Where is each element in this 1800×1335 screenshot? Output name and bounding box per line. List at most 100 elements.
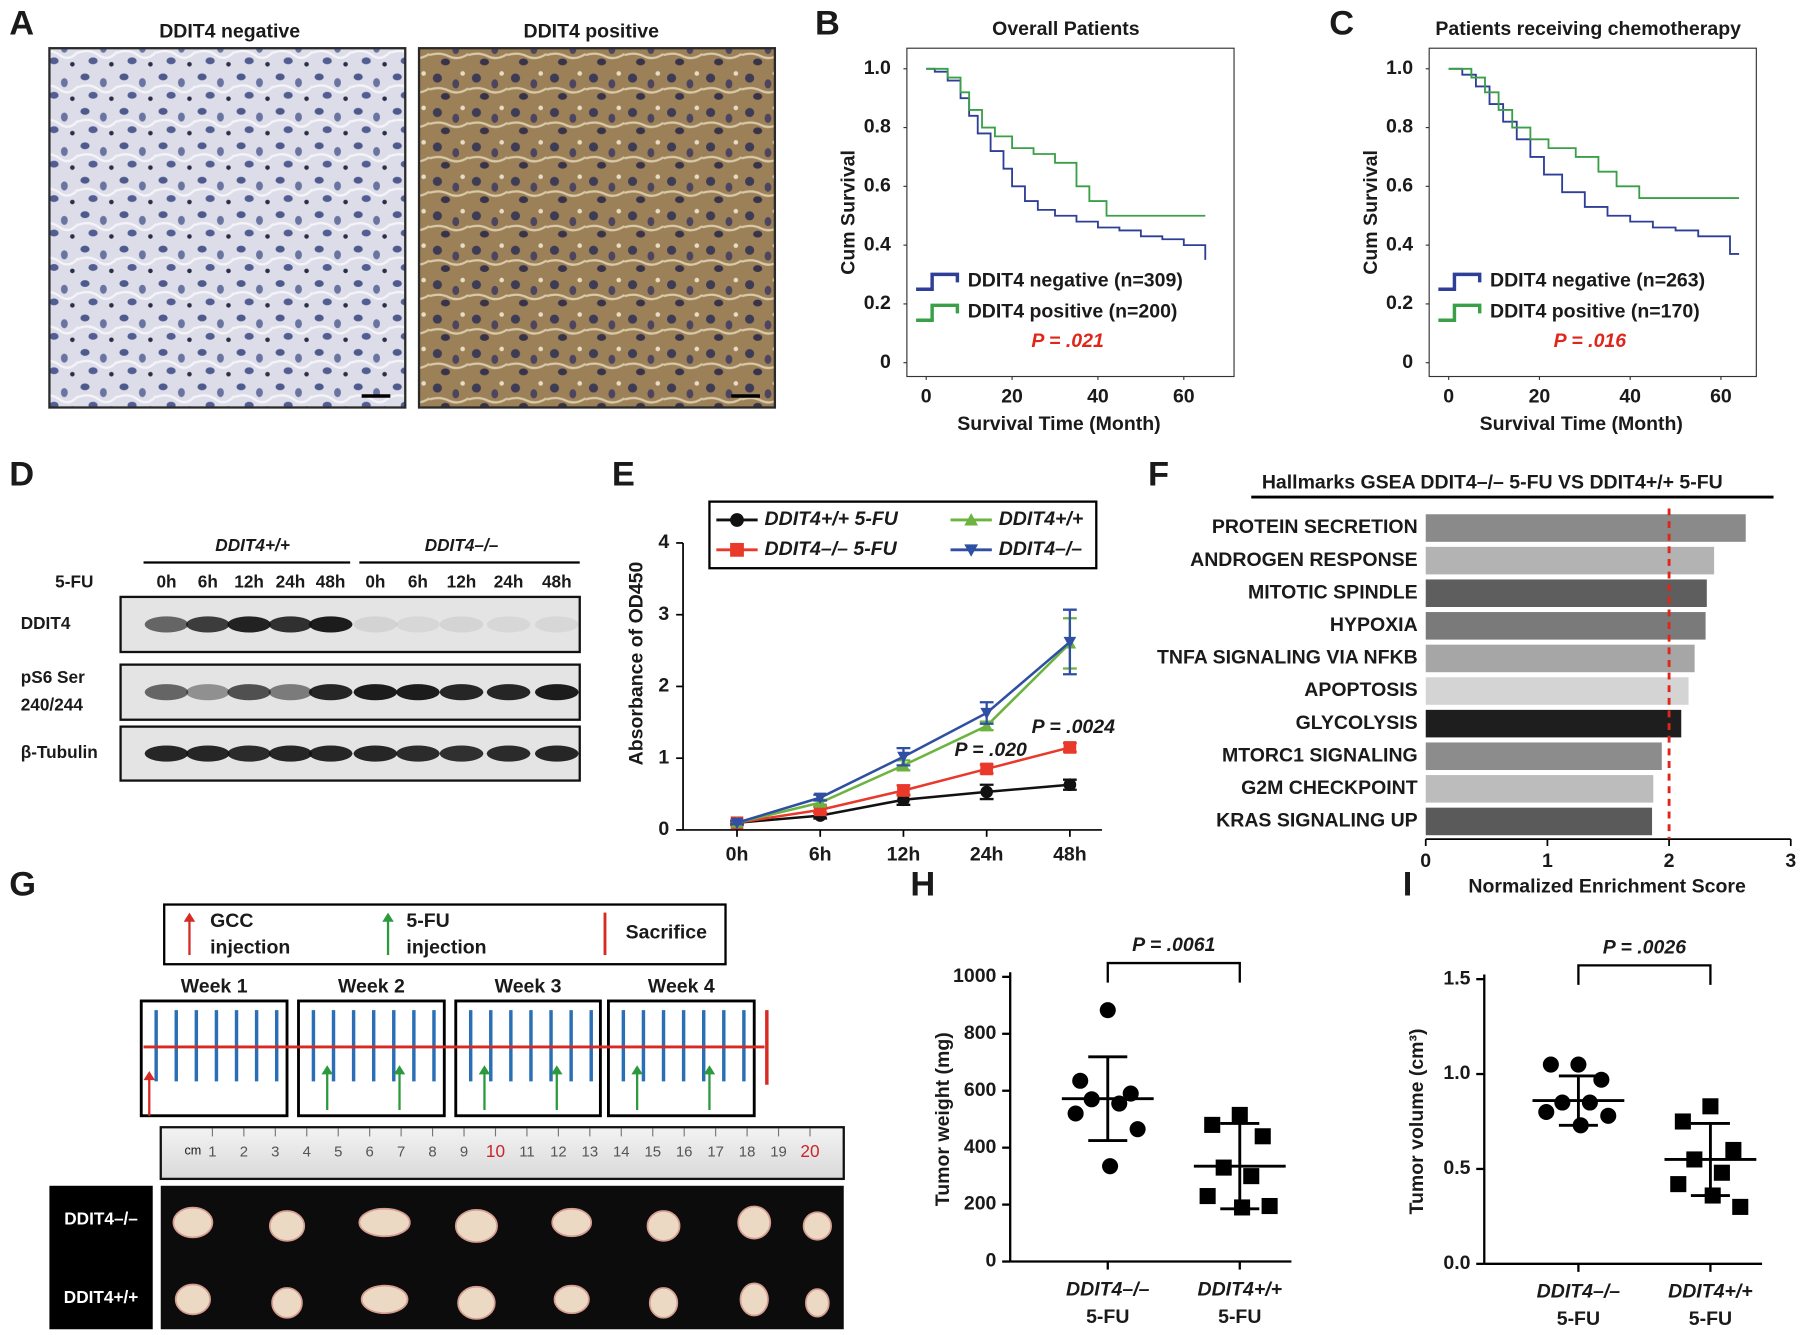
ruler-number: 14 — [613, 1143, 630, 1160]
week-label: Week 4 — [648, 975, 715, 997]
p-value: P = .016 — [1554, 330, 1627, 352]
legend-label: injection — [210, 936, 290, 958]
y-tick-label: 0.6 — [864, 175, 891, 197]
marker — [1254, 1128, 1271, 1145]
y-tick-label: 4 — [658, 531, 669, 553]
timepoint-label: 6h — [198, 572, 218, 592]
marker — [897, 751, 910, 764]
p-value: P = .0024 — [1032, 716, 1115, 738]
y-tick-label: 0.5 — [1443, 1157, 1470, 1179]
y-tick-label: 0.8 — [1386, 116, 1413, 138]
marker — [1581, 1094, 1598, 1111]
x-tick-label: 0 — [1420, 850, 1431, 872]
timepoint-label: 24h — [276, 572, 306, 592]
tumor — [457, 1285, 496, 1320]
ruler-number: 5 — [334, 1143, 342, 1160]
week-box — [139, 999, 289, 1118]
blot-band — [268, 745, 313, 762]
marker — [813, 792, 827, 804]
panel-label: E — [612, 455, 635, 493]
bar — [1425, 807, 1653, 836]
ruler-number: 20 — [800, 1141, 819, 1161]
bar — [1425, 709, 1682, 738]
tumor — [646, 1210, 681, 1242]
blot-band — [396, 684, 440, 701]
x-tick-label: 12h — [887, 843, 921, 865]
y-tick-label: 1000 — [953, 965, 997, 987]
ruler-number: 19 — [770, 1143, 787, 1160]
y-tick-label: 600 — [964, 1079, 997, 1101]
blot-band — [268, 616, 313, 633]
ihc-image — [48, 47, 407, 409]
tumor — [648, 1287, 679, 1319]
y-tick-label: 1.0 — [1386, 57, 1413, 79]
blot-band — [268, 684, 313, 701]
ruler-number: 10 — [486, 1141, 505, 1161]
y-tick-label: 0.2 — [864, 292, 891, 314]
marker — [1674, 1113, 1691, 1130]
x-tick-label: 40 — [1087, 385, 1109, 407]
marker — [1702, 1098, 1719, 1115]
ruler-number: 2 — [240, 1143, 248, 1160]
survival-curve — [926, 67, 1206, 217]
y-axis-label: Tumor volume (cm³) — [1406, 1028, 1428, 1214]
week-box — [454, 999, 602, 1118]
marker — [1204, 1116, 1221, 1133]
category-label: G2M CHECKPOINT — [1241, 777, 1418, 799]
legend-label: Sacrifice — [626, 921, 707, 943]
ruler — [159, 1126, 845, 1181]
tumor — [737, 1205, 772, 1240]
marker — [1600, 1107, 1617, 1124]
y-tick-label: 1 — [658, 746, 669, 768]
x-tick-label: 40 — [1619, 385, 1641, 407]
y-tick-label: 0.8 — [864, 116, 891, 138]
marker — [1199, 1188, 1216, 1205]
x-tick-label: 5-FU — [1218, 1306, 1261, 1328]
marker — [1243, 1168, 1260, 1185]
timepoint-label: 0h — [156, 572, 176, 592]
marker — [1063, 778, 1077, 792]
blot-band — [353, 684, 398, 701]
image-title: DDIT4 positive — [523, 20, 659, 42]
ruler-number: 4 — [303, 1143, 311, 1160]
tumor — [553, 1284, 590, 1315]
tumor — [358, 1207, 411, 1238]
marker — [980, 719, 993, 731]
plot-frame — [906, 47, 1235, 378]
week-box — [607, 999, 756, 1118]
gcc-arrow-head — [183, 912, 196, 922]
group-label: DDIT4–/– — [425, 535, 499, 555]
sd-bar — [1220, 1122, 1260, 1211]
y-tick-label: 0 — [880, 351, 891, 373]
week-label: Week 1 — [181, 975, 248, 997]
x-tick-label: 60 — [1173, 385, 1195, 407]
blot-band — [186, 745, 230, 762]
blot-band — [486, 616, 531, 633]
category-label: KRAS SIGNALING UP — [1216, 810, 1418, 832]
timepoint-label: 12h — [447, 572, 477, 592]
chart-title: Patients receiving chemotherapy — [1435, 18, 1741, 40]
legend-swatch — [916, 303, 960, 322]
blot-band — [396, 745, 440, 762]
blot-band — [227, 745, 271, 762]
y-axis-label: Absorbance of OD450 — [625, 561, 647, 765]
x-tick-label: DDIT4+/+ — [1668, 1281, 1753, 1303]
survival-curve — [1448, 67, 1740, 200]
y-axis-label: Cum Survival — [1360, 150, 1382, 275]
marker — [1261, 1197, 1278, 1215]
legend-label: GCC — [210, 910, 253, 932]
panel-label: I — [1403, 865, 1413, 903]
blot-band — [486, 745, 531, 762]
category-label: TNFA SIGNALING VIA NFKB — [1157, 647, 1418, 669]
row-label: DDIT4–/– — [64, 1209, 138, 1229]
blot-band — [227, 616, 271, 633]
fu-arrow-head — [551, 1065, 563, 1075]
tumor — [802, 1211, 832, 1241]
marker — [1538, 1103, 1555, 1121]
timepoint-label: 24h — [494, 572, 524, 592]
survival-curve — [1448, 67, 1740, 255]
marker — [1067, 1105, 1084, 1122]
bar — [1425, 644, 1695, 673]
tumor — [551, 1207, 593, 1238]
x-tick-label: 0 — [921, 385, 932, 407]
